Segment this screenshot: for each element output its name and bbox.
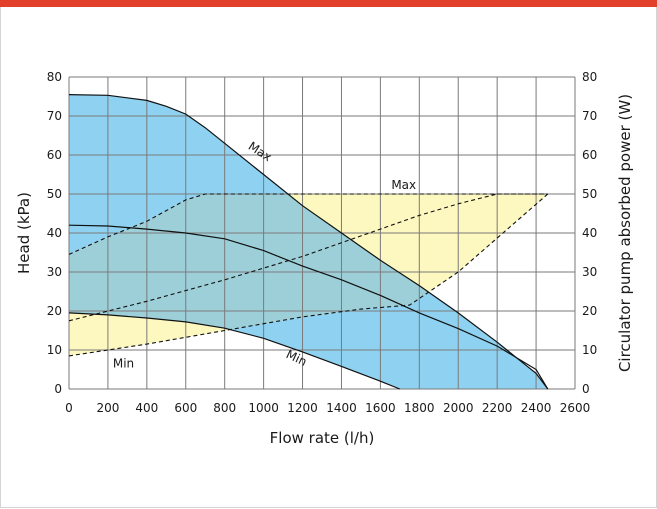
- y-tick-label: 10: [47, 343, 62, 357]
- x-tick-label: 0: [65, 401, 73, 415]
- curves-layer: [68, 94, 549, 390]
- head-curve-min: [68, 312, 401, 390]
- head-curve-max: [68, 94, 549, 390]
- curve-label-min: Min: [113, 357, 134, 371]
- power-curve-max: [68, 193, 548, 255]
- x-axis-title: Flow rate (l/h): [270, 429, 375, 447]
- y-tick-label: 30: [47, 265, 62, 279]
- y2-tick-label: 10: [582, 343, 597, 357]
- y-tick-label: 50: [47, 187, 62, 201]
- curve-label-max: Max: [391, 178, 416, 192]
- y2-tick-label: 50: [582, 187, 597, 201]
- head-curve-mid: [68, 224, 549, 390]
- x-tick-label: 1200: [287, 401, 318, 415]
- x-tick-label: 2000: [443, 401, 474, 415]
- y-tick-label: 60: [47, 148, 62, 162]
- x-tick-label: 800: [213, 401, 236, 415]
- x-tick-label: 2200: [482, 401, 513, 415]
- power-curve-mid: [68, 193, 548, 322]
- y2-tick-label: 60: [582, 148, 597, 162]
- y2-tick-label: 80: [582, 70, 597, 84]
- x-tick-label: 1400: [326, 401, 357, 415]
- x-tick-label: 2600: [560, 401, 591, 415]
- fill-layer: [69, 94, 548, 389]
- power-curve-min: [68, 193, 549, 357]
- x-tick-label: 600: [174, 401, 197, 415]
- y2-tick-label: 30: [582, 265, 597, 279]
- grid-layer: [68, 76, 576, 390]
- y2-tick-label: 0: [582, 382, 590, 396]
- x-tick-label: 400: [135, 401, 158, 415]
- y2-tick-label: 20: [582, 304, 597, 318]
- y-tick-label: 70: [47, 109, 62, 123]
- y-tick-label: 80: [47, 70, 62, 84]
- x-tick-label: 200: [96, 401, 119, 415]
- ticks-layer: 0 200 400 600 800 1000 1200 1400 1600 1800 2000 220…: [47, 70, 598, 415]
- x-tick-label: 1000: [248, 401, 279, 415]
- y2-tick-label: 40: [582, 226, 597, 240]
- x-tick-label: 1800: [404, 401, 435, 415]
- curve-label-max: Max: [246, 139, 274, 164]
- top-accent-bar: [0, 0, 657, 7]
- y-tick-label: 0: [54, 382, 62, 396]
- y2-tick-label: 70: [582, 109, 597, 123]
- y-tick-label: 40: [47, 226, 62, 240]
- y-tick-label: 20: [47, 304, 62, 318]
- x-tick-label: 2400: [521, 401, 552, 415]
- y-axis-title: Head (kPa): [15, 192, 33, 274]
- y2-axis-title: Circulator pump absorbed power (W): [616, 94, 634, 372]
- x-tick-label: 1600: [365, 401, 396, 415]
